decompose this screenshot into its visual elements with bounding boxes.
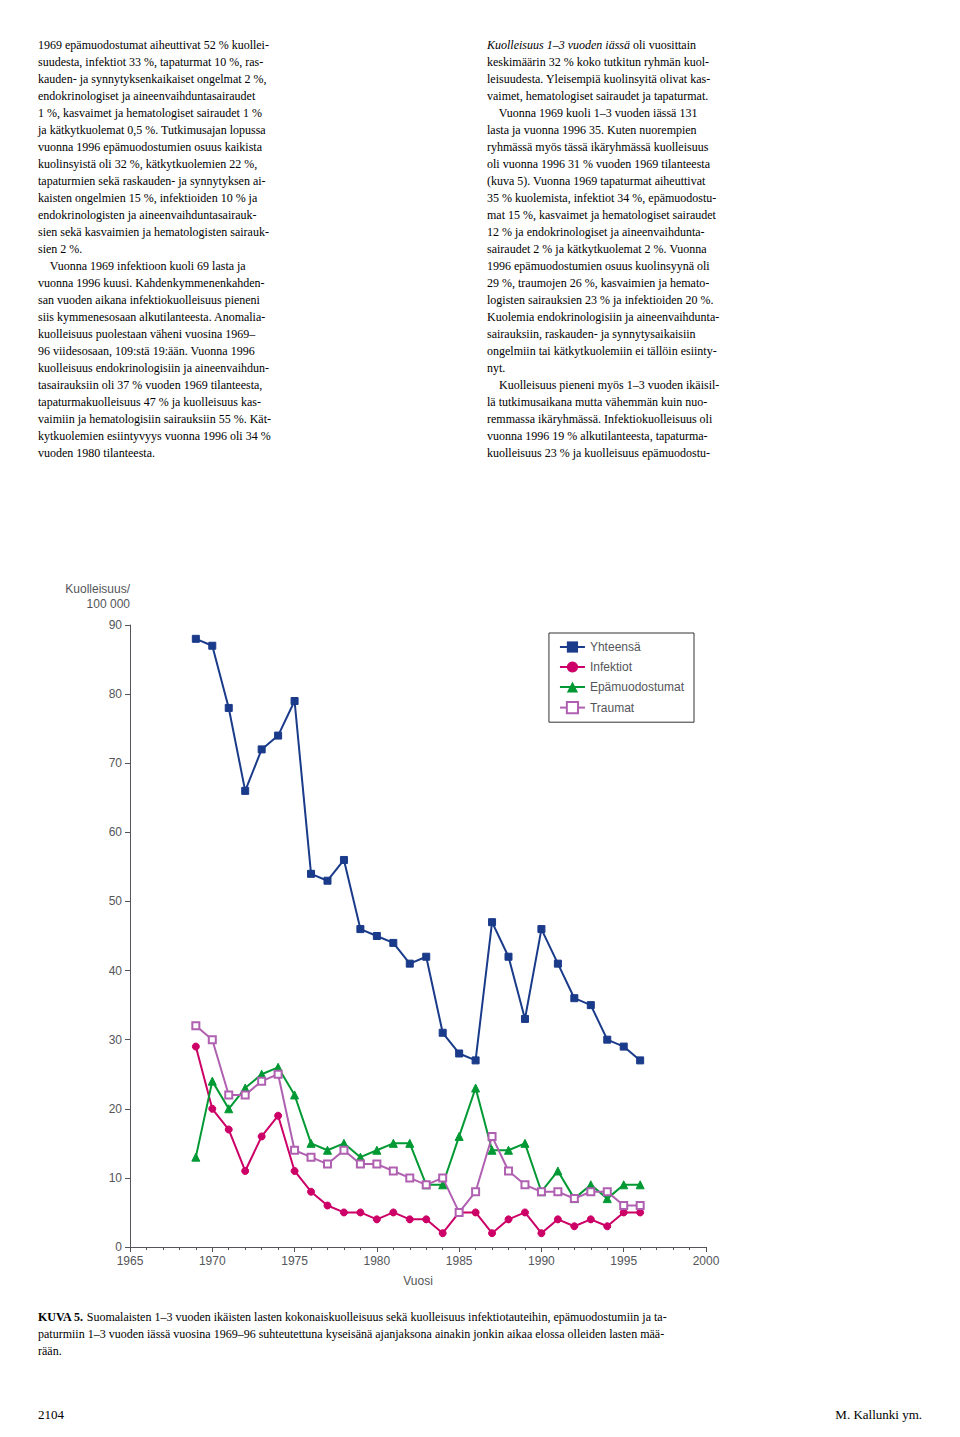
svg-text:KUVA 5.: KUVA 5. bbox=[38, 1310, 83, 1324]
svg-text:ongelmiin tai kätkytkuolemiin: ongelmiin tai kätkytkuolemiin ei tällöin… bbox=[487, 344, 717, 358]
svg-text:siis kymmenesosaan alkutilante: siis kymmenesosaan alkutilanteesta. Anom… bbox=[38, 310, 265, 324]
svg-text:1975: 1975 bbox=[281, 1254, 308, 1268]
svg-text:90: 90 bbox=[109, 618, 123, 632]
svg-text:sien sekä kasvaimien ja hemato: sien sekä kasvaimien ja hematologisten s… bbox=[38, 225, 269, 239]
svg-text:san vuoden aikana infektiokuol: san vuoden aikana infektiokuolleisuus pi… bbox=[38, 293, 261, 307]
svg-text:leisuudesta. Yleisempiä kuolin: leisuudesta. Yleisempiä kuolinsyitä oliv… bbox=[487, 72, 710, 86]
svg-text:lasta ja vuonna 1996 35. Kuten: lasta ja vuonna 1996 35. Kuten nuorempie… bbox=[487, 123, 697, 137]
svg-text:endokrinologiset ja aineenvaih: endokrinologiset ja aineenvaihduntasaira… bbox=[38, 89, 256, 103]
svg-text:ja kätkytkuolemat 0,5 %. Tutki: ja kätkytkuolemat 0,5 %. Tutkimusajan lo… bbox=[37, 123, 266, 137]
svg-text:Kuolleisuus 1–3 vuoden iässä: Kuolleisuus 1–3 vuoden iässä bbox=[486, 38, 630, 52]
svg-text:vuonna 1996 19 % alkutilantees: vuonna 1996 19 % alkutilanteesta, tapatu… bbox=[487, 429, 708, 443]
svg-text:35 % kuolemista, infektiot 34: 35 % kuolemista, infektiot 34 %, epämuod… bbox=[487, 191, 716, 205]
svg-text:oli vuonna 1996 31 % vuoden 19: oli vuonna 1996 31 % vuoden 1969 tilante… bbox=[487, 157, 711, 171]
svg-text:80: 80 bbox=[109, 687, 123, 701]
svg-text:96 viidesosaan, 109:stä 19:ään: 96 viidesosaan, 109:stä 19:ään. Vuonna 1… bbox=[38, 344, 255, 358]
svg-text:kauden- ja synnytyksenkaikaise: kauden- ja synnytyksenkaikaiset ongelmat… bbox=[38, 72, 267, 86]
svg-text:1980: 1980 bbox=[364, 1254, 391, 1268]
svg-text:kuolleisuus 23 % ja kuolleisuu: kuolleisuus 23 % ja kuolleisuus epämuodo… bbox=[487, 446, 710, 460]
svg-text:50: 50 bbox=[109, 894, 123, 908]
svg-text:20: 20 bbox=[109, 1102, 123, 1116]
svg-text:mat 15 %, kasvaimet ja hematol: mat 15 %, kasvaimet ja hematologiset sai… bbox=[487, 208, 717, 222]
svg-text:Kuolleisuus pieneni myös 1–3 v: Kuolleisuus pieneni myös 1–3 vuoden ikäi… bbox=[487, 378, 719, 392]
svg-text:keskimäärin 32 % koko tutkitun: keskimäärin 32 % koko tutkitun ryhmän ku… bbox=[487, 55, 709, 69]
svg-text:rään.: rään. bbox=[38, 1344, 62, 1358]
svg-text:kytkuolemien esiintyvyys vuonn: kytkuolemien esiintyvyys vuonna 1996 oli… bbox=[38, 429, 271, 443]
svg-text:nyt.: nyt. bbox=[487, 361, 505, 375]
svg-text:tasairauksiin oli 37 % vuoden: tasairauksiin oli 37 % vuoden 1969 tilan… bbox=[38, 378, 262, 392]
svg-text:Vuosi: Vuosi bbox=[403, 1274, 433, 1288]
svg-text:Suomalaisten 1–3 vuoden ikäist: Suomalaisten 1–3 vuoden ikäisten lasten … bbox=[84, 1310, 667, 1324]
svg-text:Vuonna 1969 infektioon kuoli 6: Vuonna 1969 infektioon kuoli 69 lasta ja bbox=[38, 259, 246, 273]
svg-text:vaimet, hematologiset sairaude: vaimet, hematologiset sairaudet ja tapat… bbox=[487, 89, 708, 103]
svg-text:remmassa ikäryhmässä. Infektio: remmassa ikäryhmässä. Infektiokuolleisuu… bbox=[487, 412, 713, 426]
svg-text:kuolleisuus endokrinologisiin: kuolleisuus endokrinologisiin ja aineenv… bbox=[38, 361, 269, 375]
svg-text:Infektiot: Infektiot bbox=[590, 660, 633, 674]
svg-text:1996 epämuodostumien osuus kuo: 1996 epämuodostumien osuus kuolinsyynä o… bbox=[487, 259, 710, 273]
svg-text:vuonna 1996 kuusi. Kahdenkymme: vuonna 1996 kuusi. Kahdenkymmenenkahden- bbox=[38, 276, 265, 290]
svg-text:2104: 2104 bbox=[38, 1407, 65, 1422]
svg-text:tapaturmakuolleisuus 47 % ja k: tapaturmakuolleisuus 47 % ja kuolleisuus… bbox=[38, 395, 261, 409]
svg-text:vuoden 1980 tilanteesta.: vuoden 1980 tilanteesta. bbox=[38, 446, 155, 460]
svg-text:kaisten ongelmien 15 %, infekt: kaisten ongelmien 15 %, infektioiden 10 … bbox=[38, 191, 258, 205]
svg-text:vuonna 1996 epämuodostumien os: vuonna 1996 epämuodostumien osuus kaikis… bbox=[38, 140, 263, 154]
svg-text:Traumat: Traumat bbox=[590, 701, 635, 715]
svg-text:paturmiin 1–3 vuoden iässä vuo: paturmiin 1–3 vuoden iässä vuosina 1969–… bbox=[38, 1327, 664, 1341]
svg-text:oli vuosittain: oli vuosittain bbox=[630, 38, 696, 52]
svg-text:1990: 1990 bbox=[528, 1254, 555, 1268]
svg-text:sairaudet 2 % ja kätkytkuolema: sairaudet 2 % ja kätkytkuolemat 2 %. Vuo… bbox=[487, 242, 707, 256]
svg-text:Vuonna 1969 kuoli 1–3 vuoden i: Vuonna 1969 kuoli 1–3 vuoden iässä 131 bbox=[487, 106, 697, 120]
svg-text:M. Kallunki ym.: M. Kallunki ym. bbox=[835, 1407, 922, 1422]
svg-text:2000: 2000 bbox=[693, 1254, 720, 1268]
svg-text:0: 0 bbox=[115, 1240, 122, 1254]
svg-text:vaimiin ja hematologisiin sair: vaimiin ja hematologisiin sairauksiin 55… bbox=[38, 412, 271, 426]
svg-text:Kuolemia endokrinologisiin ja: Kuolemia endokrinologisiin ja aineenvaih… bbox=[487, 310, 719, 324]
svg-text:60: 60 bbox=[109, 825, 123, 839]
svg-text:1985: 1985 bbox=[446, 1254, 473, 1268]
svg-text:endokrinologisten ja aineenvai: endokrinologisten ja aineenvaihduntasair… bbox=[38, 208, 257, 222]
svg-text:tapaturmien sekä raskauden- ja: tapaturmien sekä raskauden- ja synnytyks… bbox=[38, 174, 266, 188]
svg-text:100 000: 100 000 bbox=[87, 597, 131, 611]
svg-text:lä tutkimusaikana mutta vähemm: lä tutkimusaikana mutta vähemmän kuin nu… bbox=[487, 395, 707, 409]
svg-text:kuolinsyistä oli 32 %, kätkytk: kuolinsyistä oli 32 %, kätkytkuolemien 2… bbox=[38, 157, 257, 171]
svg-text:sien 2 %.: sien 2 %. bbox=[38, 242, 82, 256]
svg-text:40: 40 bbox=[109, 964, 123, 978]
svg-text:1965: 1965 bbox=[117, 1254, 144, 1268]
svg-text:(kuva 5). Vuonna 1969 tapaturm: (kuva 5). Vuonna 1969 tapaturmat aiheutt… bbox=[487, 174, 706, 188]
svg-text:ryhmässä myös tässä ikäryhmäss: ryhmässä myös tässä ikäryhmässä kuolleis… bbox=[487, 140, 709, 154]
svg-text:Kuolleisuus/: Kuolleisuus/ bbox=[65, 582, 130, 596]
svg-text:30: 30 bbox=[109, 1033, 123, 1047]
svg-text:70: 70 bbox=[109, 756, 123, 770]
svg-text:Epämuodostumat: Epämuodostumat bbox=[590, 680, 685, 694]
svg-text:10: 10 bbox=[109, 1171, 123, 1185]
svg-text:sairauksiin, raskauden- ja syn: sairauksiin, raskauden- ja synnytysaikai… bbox=[487, 327, 696, 341]
svg-text:12 % ja endokrinologiset ja ai: 12 % ja endokrinologiset ja aineenvaihdu… bbox=[487, 225, 705, 239]
svg-text:1 %, kasvaimet ja hematologise: 1 %, kasvaimet ja hematologiset sairaude… bbox=[38, 106, 262, 120]
svg-text:suudesta, infektiot 33 %, tapa: suudesta, infektiot 33 %, tapaturmat 10 … bbox=[38, 55, 263, 69]
svg-text:kuolleisuus puolestaan väheni: kuolleisuus puolestaan väheni vuosina 19… bbox=[38, 327, 256, 341]
svg-text:Yhteensä: Yhteensä bbox=[590, 640, 641, 654]
svg-text:1969 epämuodostumat aiheuttiva: 1969 epämuodostumat aiheuttivat 52 % kuo… bbox=[38, 38, 269, 52]
svg-text:1970: 1970 bbox=[199, 1254, 226, 1268]
svg-text:logisten sairauksien 23 % ja i: logisten sairauksien 23 % ja infektioide… bbox=[487, 293, 714, 307]
svg-text:29 %, traumojen 26 %, kasvaimi: 29 %, traumojen 26 %, kasvaimien ja hema… bbox=[487, 276, 709, 290]
svg-text:1995: 1995 bbox=[610, 1254, 637, 1268]
